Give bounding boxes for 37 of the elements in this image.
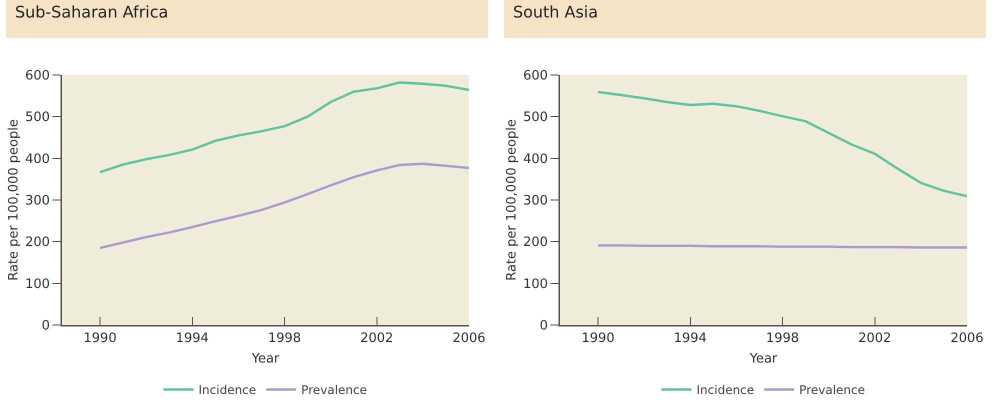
x-tick-label: 1994 [176,331,209,346]
legend-label: Incidence [198,383,256,398]
chart-title: Sub-Saharan Africa [14,2,168,22]
y-tick-label: 500 [25,110,50,126]
x-tick-label: 2006 [950,331,984,346]
x-tick-label: 2002 [858,331,892,346]
y-tick-label: 300 [25,194,50,209]
line-series [596,90,967,198]
x-axis-title: Year [748,351,778,366]
x-axis-title: Year [250,351,280,366]
x-tick-label: 1998 [766,331,800,346]
line-series [98,81,469,174]
x-tick-label: 2006 [452,331,486,346]
y-tick-label: 0 [42,318,50,334]
legend-label: Prevalence [301,383,368,398]
y-tick-label: 300 [523,194,548,209]
x-tick-label: 1990 [582,331,615,346]
y-tick-label: 100 [25,276,50,292]
x-tick-label: 1990 [84,331,117,346]
y-tick-label: 600 [25,68,50,84]
x-tick-label: 1994 [674,331,707,346]
legend-label: Prevalence [799,383,866,398]
x-tick-label: 1998 [268,331,302,346]
y-tick-label: 400 [25,152,50,167]
y-tick-label: 100 [523,276,548,292]
x-tick-label: 2002 [360,331,394,346]
y-tick-label: 400 [523,152,548,167]
y-tick-label: 0 [540,318,548,334]
line-series [98,162,469,250]
y-tick-label: 200 [523,235,548,250]
legend-label: Incidence [696,383,754,398]
y-axis-title: Rate per 100,000 people [6,119,22,281]
y-tick-label: 200 [25,235,50,250]
y-axis-title: Rate per 100,000 people [504,119,520,281]
chart-title: South Asia [512,2,598,22]
y-tick-label: 600 [523,68,548,84]
y-tick-label: 500 [523,110,548,126]
